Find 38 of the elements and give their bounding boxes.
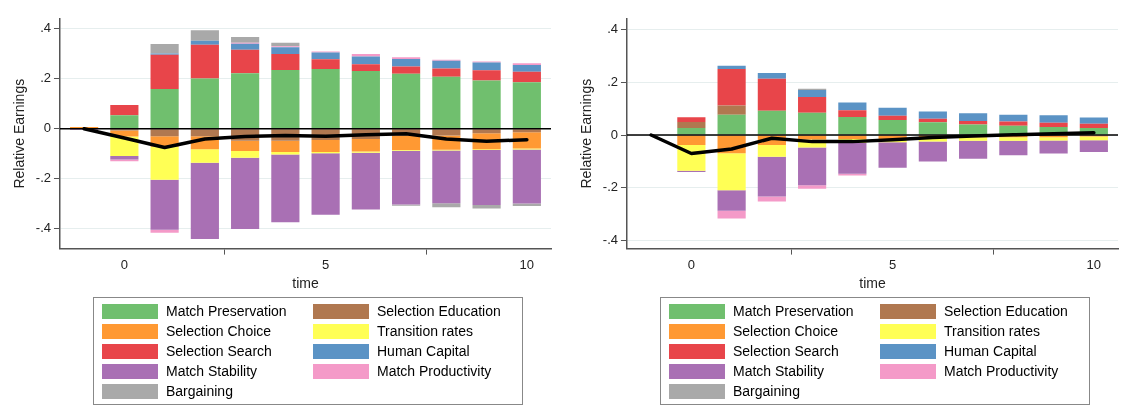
x-axis-title: time [859, 275, 886, 292]
legend-label: Match Stability [166, 363, 258, 379]
x-tick-label: 5 [888, 256, 897, 272]
legend-label: Human Capital [377, 343, 470, 359]
y-tick-label: -.2 [35, 170, 51, 186]
y-tick-label: .2 [607, 73, 618, 89]
legend-label: Selection Choice [733, 323, 839, 339]
y-tick-label: 0 [610, 126, 618, 142]
legend-label: Selection Search [733, 343, 839, 359]
legend-label: Human Capital [944, 343, 1037, 359]
legend-label: Bargaining [733, 383, 800, 399]
legend-label: Match Productivity [377, 363, 492, 379]
x-tick-label: 0 [120, 256, 128, 272]
legend-label: Transition rates [944, 323, 1040, 339]
legend-label: Selection Choice [166, 323, 272, 339]
legend-label: Selection Education [377, 303, 501, 319]
y-tick-label: -.4 [35, 220, 51, 236]
y-tick-label: -.2 [602, 179, 618, 195]
y-axis-title: Relative Earnings [11, 78, 28, 189]
y-tick-label: .4 [607, 20, 618, 36]
legend-label: Selection Search [166, 343, 272, 359]
x-axis-title: time [292, 275, 319, 292]
y-tick-label: .2 [40, 70, 51, 86]
x-tick-label: 10 [519, 256, 535, 272]
legend-label: Bargaining [166, 383, 233, 399]
legend-label: Match Preservation [166, 303, 287, 319]
legend-label: Match Productivity [944, 363, 1059, 379]
legend-label: Match Stability [733, 363, 825, 379]
y-axis-title: Relative Earnings [578, 78, 595, 189]
y-tick-label: 0 [43, 120, 51, 136]
legend-label: Match Preservation [733, 303, 854, 319]
x-tick-label: 5 [321, 256, 330, 272]
y-tick-label: .4 [40, 20, 51, 36]
x-tick-label: 10 [1086, 256, 1102, 272]
legend-label: Transition rates [377, 323, 473, 339]
legend-label: Selection Education [944, 303, 1068, 319]
x-tick-label: 0 [687, 256, 695, 272]
y-tick-label: -.4 [602, 232, 618, 248]
